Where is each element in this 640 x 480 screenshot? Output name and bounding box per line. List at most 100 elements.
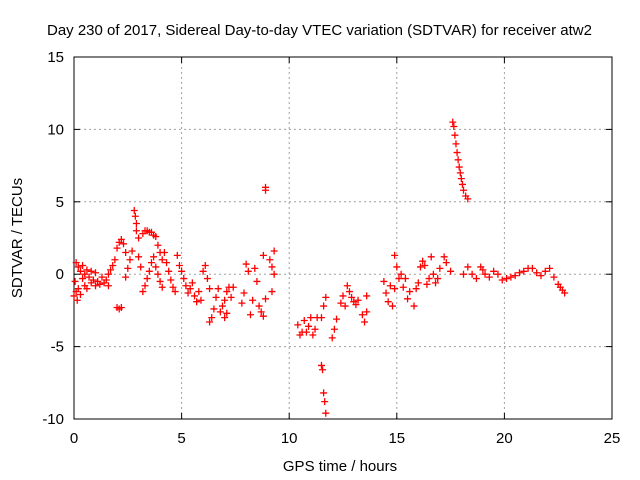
data-point <box>423 280 431 288</box>
data-point <box>322 409 330 417</box>
data-point <box>363 308 371 316</box>
data-point <box>212 293 220 301</box>
data-point <box>81 270 89 278</box>
y-tick-label: 15 <box>47 49 64 66</box>
data-point <box>122 248 130 256</box>
data-point <box>141 282 149 290</box>
data-point <box>434 275 442 283</box>
data-point <box>70 292 78 300</box>
data-point <box>244 267 252 275</box>
data-point <box>132 220 140 228</box>
data-point <box>72 259 80 267</box>
data-point <box>143 275 151 283</box>
data-point <box>404 295 412 303</box>
data-point <box>262 186 270 194</box>
data-point <box>163 259 171 267</box>
data-point <box>259 251 267 259</box>
data-point <box>79 262 87 270</box>
data-point <box>83 285 91 293</box>
data-point <box>178 267 186 275</box>
data-point <box>266 256 274 264</box>
data-point <box>184 289 192 297</box>
data-point <box>498 276 506 284</box>
data-point <box>218 302 226 310</box>
data-point <box>393 263 401 271</box>
data-point <box>449 118 457 126</box>
data-point <box>158 283 166 291</box>
data-point <box>533 269 541 277</box>
data-point <box>337 299 345 307</box>
data-point <box>546 264 554 272</box>
data-point <box>307 314 315 322</box>
data-point <box>165 267 173 275</box>
data-point <box>455 163 463 171</box>
data-point <box>421 262 429 270</box>
data-point <box>92 269 100 277</box>
data-point <box>451 131 459 139</box>
data-point <box>520 267 528 275</box>
data-point <box>268 263 276 271</box>
data-point <box>388 302 396 310</box>
data-point <box>180 275 188 283</box>
data-point <box>464 195 472 203</box>
data-point <box>79 275 87 283</box>
data-point <box>139 288 147 296</box>
data-point <box>242 260 250 268</box>
data-point <box>109 262 117 270</box>
data-point <box>561 289 569 297</box>
data-point <box>76 290 84 298</box>
data-point <box>216 308 224 316</box>
data-point <box>257 308 265 316</box>
data-point <box>104 270 112 278</box>
data-point <box>453 149 461 157</box>
data-point <box>380 277 388 285</box>
y-tick-label: -10 <box>42 411 64 428</box>
data-point <box>186 285 194 293</box>
data-point <box>131 212 139 220</box>
data-point <box>427 253 435 261</box>
data-point <box>169 283 177 291</box>
data-point <box>537 272 545 280</box>
data-point <box>485 273 493 281</box>
y-axis-label: SDTVAR / TECUs <box>9 178 26 298</box>
data-point <box>85 273 93 281</box>
data-point <box>89 276 97 284</box>
data-point <box>481 270 489 278</box>
data-point <box>119 240 127 248</box>
chart-title: Day 230 of 2017, Sidereal Day-to-day VTE… <box>47 22 592 39</box>
data-point <box>429 270 437 278</box>
data-point <box>92 282 100 290</box>
data-point <box>210 305 218 313</box>
data-point <box>193 298 201 306</box>
data-point <box>472 275 480 283</box>
data-point <box>152 233 160 241</box>
data-point <box>206 285 214 293</box>
data-point <box>300 317 308 325</box>
data-point <box>410 302 418 310</box>
data-point <box>262 295 270 303</box>
data-point <box>214 285 222 293</box>
data-point <box>74 285 82 293</box>
x-tick-label: 20 <box>496 430 513 447</box>
data-point <box>182 282 190 290</box>
data-point <box>270 247 278 255</box>
data-point <box>550 273 558 281</box>
data-point <box>386 282 394 290</box>
data-point <box>399 283 407 291</box>
data-point <box>76 267 84 275</box>
data-point <box>83 266 91 274</box>
data-point <box>199 267 207 275</box>
data-point <box>132 227 140 235</box>
data-point <box>456 169 464 177</box>
data-point <box>117 235 125 243</box>
data-point <box>391 285 399 293</box>
data-point <box>395 275 403 283</box>
y-tick-label: -5 <box>51 339 64 356</box>
data-point <box>322 293 330 301</box>
data-point <box>268 288 276 296</box>
data-point <box>358 311 366 319</box>
plot-frame <box>73 56 613 420</box>
data-point <box>339 292 347 300</box>
data-point <box>494 270 502 278</box>
